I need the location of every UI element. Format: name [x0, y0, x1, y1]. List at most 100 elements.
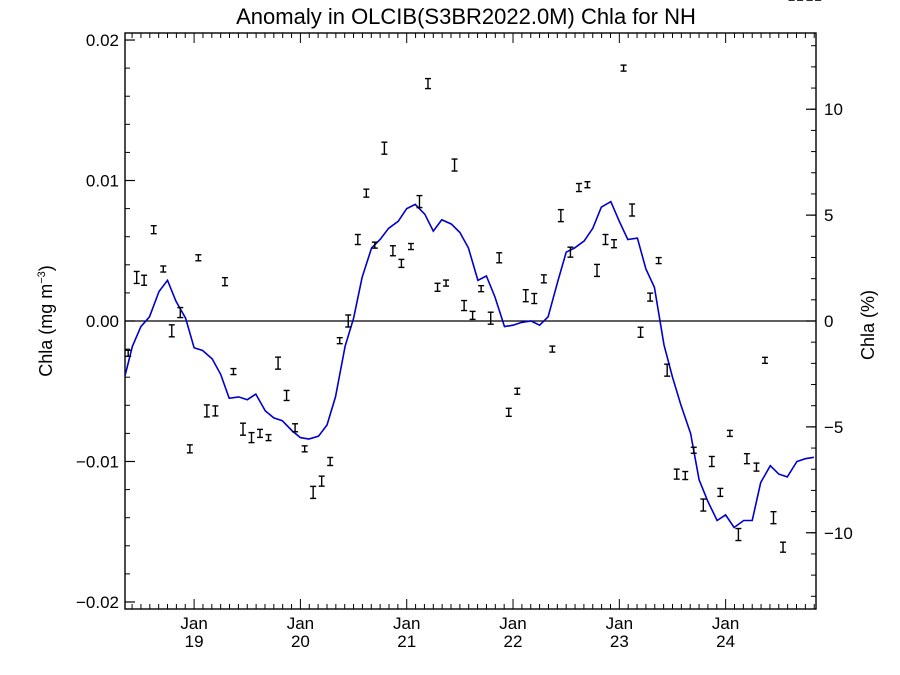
data-point — [690, 446, 697, 454]
x-tick-month-label: Jan — [499, 614, 526, 633]
x-tick-month-label: Jan — [712, 614, 739, 633]
data-point — [700, 498, 707, 512]
data-point — [150, 224, 157, 235]
data-point — [310, 485, 317, 500]
data-point — [318, 475, 325, 487]
data-point — [240, 422, 247, 436]
data-point — [735, 527, 742, 542]
data-point — [469, 310, 476, 321]
data-point — [487, 311, 494, 325]
data-point — [780, 541, 787, 553]
data-point — [160, 265, 167, 273]
data-point — [514, 387, 521, 395]
right-tick-label: −10 — [824, 524, 853, 543]
data-point — [407, 242, 414, 251]
left-axis-label-main: Chla (mg m — [36, 284, 56, 377]
data-point — [708, 455, 715, 468]
right-axis-label: Chla (%) — [858, 290, 878, 360]
x-tick-month-label: Jan — [287, 614, 314, 633]
data-point — [292, 423, 299, 433]
x-tick-month-label: Jan — [393, 614, 420, 633]
data-point — [594, 263, 601, 278]
data-point — [770, 510, 777, 525]
data-point — [230, 367, 237, 376]
data-point — [265, 433, 272, 442]
data-point — [354, 233, 361, 246]
data-point — [381, 141, 388, 155]
right-tick-label: −5 — [824, 418, 843, 437]
data-point — [567, 246, 574, 258]
data-point — [443, 279, 450, 287]
data-point — [637, 326, 644, 338]
data-point — [248, 431, 255, 444]
data-point — [283, 389, 290, 402]
left-axis-label: Chla (mg m−3) — [36, 265, 56, 377]
data-point — [664, 363, 671, 377]
data-point — [212, 405, 219, 417]
x-tick-year-label: 23 — [610, 632, 629, 651]
data-point — [522, 289, 529, 303]
data-point — [682, 470, 689, 481]
data-point — [451, 158, 458, 172]
data-point — [761, 356, 768, 365]
data-point — [203, 404, 210, 418]
data-point — [141, 274, 148, 286]
data-point — [177, 306, 184, 319]
data-point — [424, 77, 431, 90]
data-point — [371, 241, 378, 249]
x-tick-month-label: Jan — [180, 614, 207, 633]
data-point — [461, 299, 468, 312]
data-point — [496, 252, 503, 264]
data-point — [549, 345, 556, 353]
data-point — [611, 239, 618, 249]
x-tick-year-label: 21 — [397, 632, 416, 651]
left-tick-label: 0.01 — [86, 172, 119, 191]
data-point — [629, 203, 636, 217]
right-tick-label: 5 — [824, 206, 833, 225]
left-tick-label: 0.00 — [86, 312, 119, 331]
data-point — [673, 468, 680, 480]
anomaly-line — [125, 200, 815, 529]
data-point — [743, 452, 750, 465]
x-tick-year-label: 22 — [504, 632, 523, 651]
data-point — [125, 349, 132, 358]
data-point — [575, 182, 582, 193]
data-point — [531, 292, 538, 305]
data-point — [584, 181, 591, 189]
left-axis-label-close: ) — [36, 265, 56, 271]
data-point — [345, 314, 352, 328]
data-point — [557, 208, 564, 223]
data-point — [257, 428, 264, 439]
data-point — [505, 407, 512, 418]
right-tick-label: 10 — [824, 100, 843, 119]
data-point — [602, 233, 609, 246]
data-point — [133, 270, 140, 285]
x-tick-year-label: 20 — [291, 632, 310, 651]
chart-title: Anomaly in OLCIB(S3BR2022.0M) Chla for N… — [236, 4, 696, 29]
x-tick-year-label: 19 — [185, 632, 204, 651]
data-point — [186, 444, 193, 454]
x-tick-month-label: Jan — [606, 614, 633, 633]
data-point — [434, 282, 441, 292]
data-point — [416, 194, 423, 209]
data-point — [753, 462, 760, 472]
data-point — [620, 64, 627, 72]
data-point — [647, 292, 654, 302]
data-point — [221, 276, 228, 287]
data-point — [336, 336, 343, 345]
data-point — [275, 356, 282, 370]
data-point — [540, 274, 547, 284]
left-tick-label: 0.02 — [86, 31, 119, 50]
data-point — [195, 254, 202, 262]
data-point — [717, 487, 724, 498]
data-point — [301, 445, 308, 453]
data-point — [363, 188, 370, 198]
data-point — [478, 284, 485, 293]
data-point — [398, 258, 405, 269]
data-point — [327, 456, 334, 467]
data-point — [168, 324, 175, 338]
x-tick-year-label: 24 — [716, 632, 735, 651]
data-point — [655, 256, 662, 265]
data-point — [389, 245, 396, 257]
